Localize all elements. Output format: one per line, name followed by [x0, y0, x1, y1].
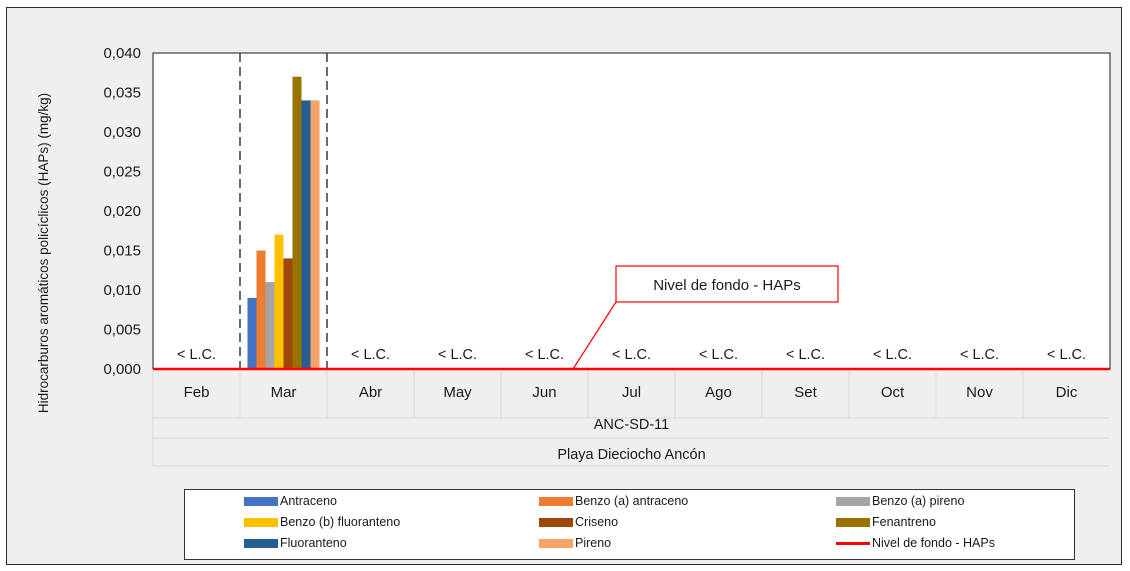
- legend-swatch: [836, 518, 870, 527]
- legend-swatch: [539, 539, 573, 548]
- below-limit-label: < L.C.: [351, 347, 390, 363]
- x-tick-label: Ago: [705, 384, 732, 401]
- x-tick-label: Oct: [881, 384, 905, 401]
- x-tick-label: May: [443, 384, 472, 401]
- legend-swatch: [244, 497, 278, 506]
- x-tick-label: Jun: [532, 384, 556, 401]
- x-tick-label: Mar: [271, 384, 297, 401]
- x-axis-station-label: ANC-SD-11: [594, 417, 669, 433]
- annotation-text: Nivel de fondo - HAPs: [653, 277, 801, 294]
- below-limit-label: < L.C.: [177, 347, 216, 363]
- annotation-box: [615, 265, 839, 303]
- below-limit-label: < L.C.: [438, 347, 477, 363]
- y-tick-label: 0,030: [103, 124, 141, 141]
- legend-label: Pireno: [575, 536, 612, 550]
- legend-swatch: [539, 497, 573, 506]
- x-tick-label: Set: [794, 384, 817, 401]
- y-tick-label: 0,010: [103, 282, 141, 299]
- y-tick-label: 0,040: [103, 45, 141, 62]
- annotation-leader-line: [572, 301, 617, 370]
- below-limit-label: < L.C.: [960, 347, 999, 363]
- legend-label: Antraceno: [280, 494, 337, 508]
- x-axis-site-label: Playa Dieciocho Ancón: [557, 447, 705, 463]
- legend-label: Benzo (b) fluoranteno: [280, 515, 401, 529]
- y-tick-label: 0,015: [103, 243, 141, 260]
- bar-fenantreno: [292, 76, 302, 369]
- x-tick-label: Abr: [359, 384, 382, 401]
- y-tick-label: 0,020: [103, 203, 141, 220]
- chart-frame: 0,000 0,005 0,010 0,015 0,020 0,025 0,030 0,035…: [6, 7, 1122, 565]
- bar-benzo-a-pireno: [265, 282, 275, 369]
- legend-label: Criseno: [575, 515, 619, 529]
- below-limit-label: < L.C.: [786, 347, 825, 363]
- legend-label: Nivel de fondo - HAPs: [872, 536, 995, 550]
- below-limit-label: < L.C.: [873, 347, 912, 363]
- below-limit-label: < L.C.: [525, 347, 564, 363]
- legend-swatch: [836, 542, 870, 545]
- below-limit-label: < L.C.: [612, 347, 651, 363]
- legend-label: Benzo (a) pireno: [872, 494, 965, 508]
- y-axis-label: Hidrocarburos aromáticos policíclicos (H…: [36, 93, 51, 413]
- x-tick-label: Jul: [622, 384, 641, 401]
- x-tick-label: Nov: [966, 384, 993, 401]
- y-tick-label: 0,000: [103, 361, 141, 378]
- bar-fluoranteno: [301, 100, 311, 370]
- below-limit-label: < L.C.: [1047, 347, 1086, 363]
- y-tick-label: 0,025: [103, 164, 141, 181]
- bar-benzo-a-antraceno: [256, 250, 266, 369]
- legend-swatch: [244, 518, 278, 527]
- y-tick-label: 0,035: [103, 85, 141, 102]
- x-tick-label: Feb: [184, 384, 210, 401]
- bar-antraceno: [247, 297, 257, 369]
- legend-swatch: [836, 497, 870, 506]
- legend-swatch: [244, 539, 278, 548]
- legend-label: Benzo (a) antraceno: [575, 494, 689, 508]
- legend-label: Fenantreno: [872, 515, 936, 529]
- legend-label: Fluoranteno: [280, 536, 347, 550]
- bar-pireno: [310, 100, 320, 370]
- bar-benzo-b-fluoranteno: [274, 234, 284, 369]
- bar-criseno: [283, 258, 293, 369]
- chart-svg: 0,000 0,005 0,010 0,015 0,020 0,025 0,030 0,035…: [36, 45, 1111, 467]
- legend-swatch: [539, 518, 573, 527]
- legend: Antraceno Benzo (a) antraceno Benzo (a) pi…: [184, 489, 1075, 560]
- y-tick-label: 0,005: [103, 322, 141, 339]
- x-tick-label: Dic: [1056, 384, 1078, 401]
- below-limit-label: < L.C.: [699, 347, 738, 363]
